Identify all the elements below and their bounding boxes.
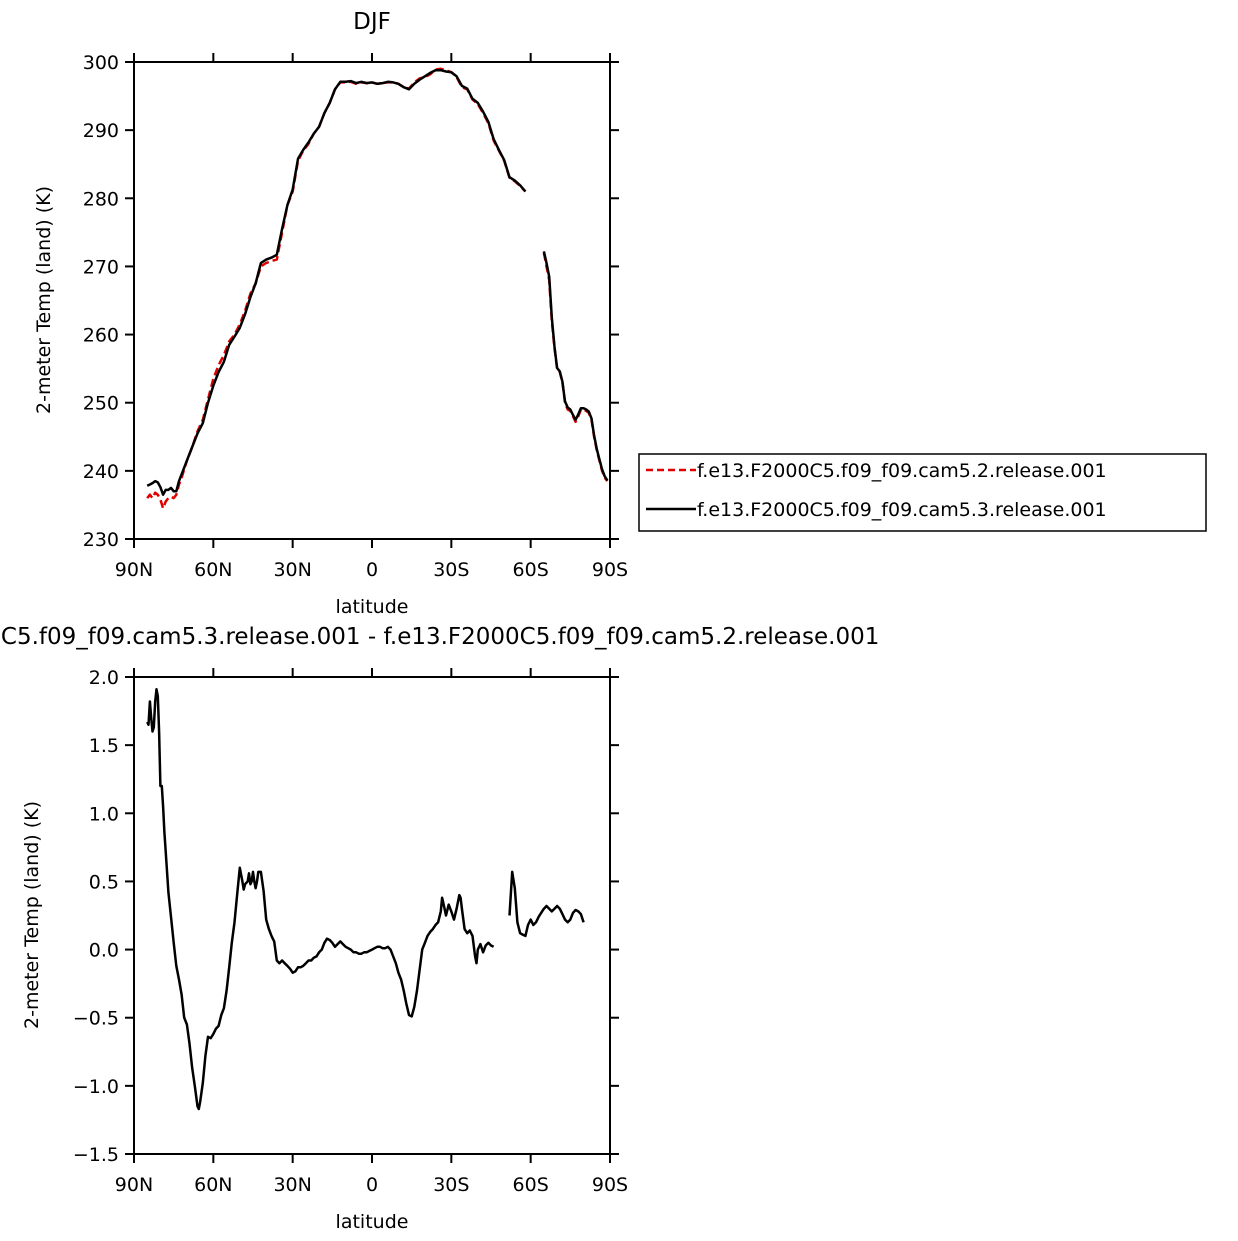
- x-tick-label: 30S: [433, 1174, 469, 1196]
- plot-area-top: 90N 60N 30N 0 30S 60S 90S 230 240 250 260 270 280 290…: [83, 52, 628, 581]
- series-1-line-segment-1: [146, 67, 527, 510]
- series-1-line-segment-2: [542, 252, 609, 482]
- x-tick-label: 0: [366, 1174, 378, 1196]
- x-tick-label: 30N: [273, 1174, 311, 1196]
- y-tick-label: 250: [83, 393, 119, 415]
- series-2-line-segment-1: [146, 68, 527, 496]
- x-axis-label-bottom: latitude: [336, 1211, 409, 1233]
- x-tick-label: 60S: [513, 1174, 549, 1196]
- chart-title-top: DJF: [353, 9, 391, 35]
- x-tick-label: 0: [366, 559, 378, 581]
- y-tick-label: −1.0: [73, 1076, 119, 1098]
- x-axis-label-top: latitude: [336, 596, 409, 618]
- y-tick-label: −1.5: [73, 1144, 119, 1166]
- plot-frame: [133, 61, 611, 540]
- y-tick-label: 1.0: [89, 803, 119, 825]
- x-tick-label: 30N: [273, 559, 311, 581]
- x-tick-label: 60S: [513, 559, 549, 581]
- x-tick-label: 90S: [592, 559, 628, 581]
- y-tick-label: 300: [83, 52, 119, 74]
- y-tick-label: 280: [83, 188, 119, 210]
- y-tick-label: −0.5: [73, 1008, 119, 1030]
- chart-title-bottom: f.e13.F2000C5.f09_f09.cam5.3.release.001…: [0, 624, 879, 650]
- panel-top: DJF 90N 60N 30N 0 30S 60S 90S 230 240 250 260 270 28…: [33, 9, 1207, 618]
- y-tick-label: 1.5: [89, 735, 119, 757]
- panel-bottom: f.e13.F2000C5.f09_f09.cam5.3.release.001…: [0, 624, 879, 1233]
- y-tick-label: 2.0: [89, 667, 119, 689]
- series-1-line-segment-1: [146, 688, 495, 1111]
- y-tick-label: 0.0: [89, 940, 119, 962]
- y-tick-label: 240: [83, 461, 119, 483]
- y-tick-label: 260: [83, 325, 119, 347]
- x-tick-label: 90N: [115, 559, 153, 581]
- legend-box: [638, 453, 1207, 532]
- y-tick-label: 0.5: [89, 871, 119, 893]
- series-1-line-segment-2: [508, 870, 585, 938]
- x-tick-label: 90S: [592, 1174, 628, 1196]
- y-axis-label-top: 2-meter Temp (land) (K): [33, 186, 55, 414]
- x-tick-label: 90N: [115, 1174, 153, 1196]
- y-tick-label: 290: [83, 120, 119, 142]
- plot-area-bottom: 90N 60N 30N 0 30S 60S 90S −1.5 −1.0 −0.5 0.0 0.5 1.0…: [73, 667, 628, 1196]
- legend-label-series-1: f.e13.F2000C5.f09_f09.cam5.2.release.001: [697, 460, 1107, 482]
- legend: f.e13.F2000C5.f09_f09.cam5.2.release.001…: [638, 453, 1207, 532]
- y-tick-label: 270: [83, 256, 119, 278]
- y-tick-label: 230: [83, 529, 119, 551]
- legend-label-series-2: f.e13.F2000C5.f09_f09.cam5.3.release.001: [697, 499, 1107, 521]
- x-tick-label: 60N: [194, 1174, 232, 1196]
- series-2-line-segment-2: [542, 251, 609, 482]
- x-tick-label: 30S: [433, 559, 469, 581]
- x-tick-label: 60N: [194, 559, 232, 581]
- y-axis-label-bottom: 2-meter Temp (land) (K): [21, 801, 43, 1029]
